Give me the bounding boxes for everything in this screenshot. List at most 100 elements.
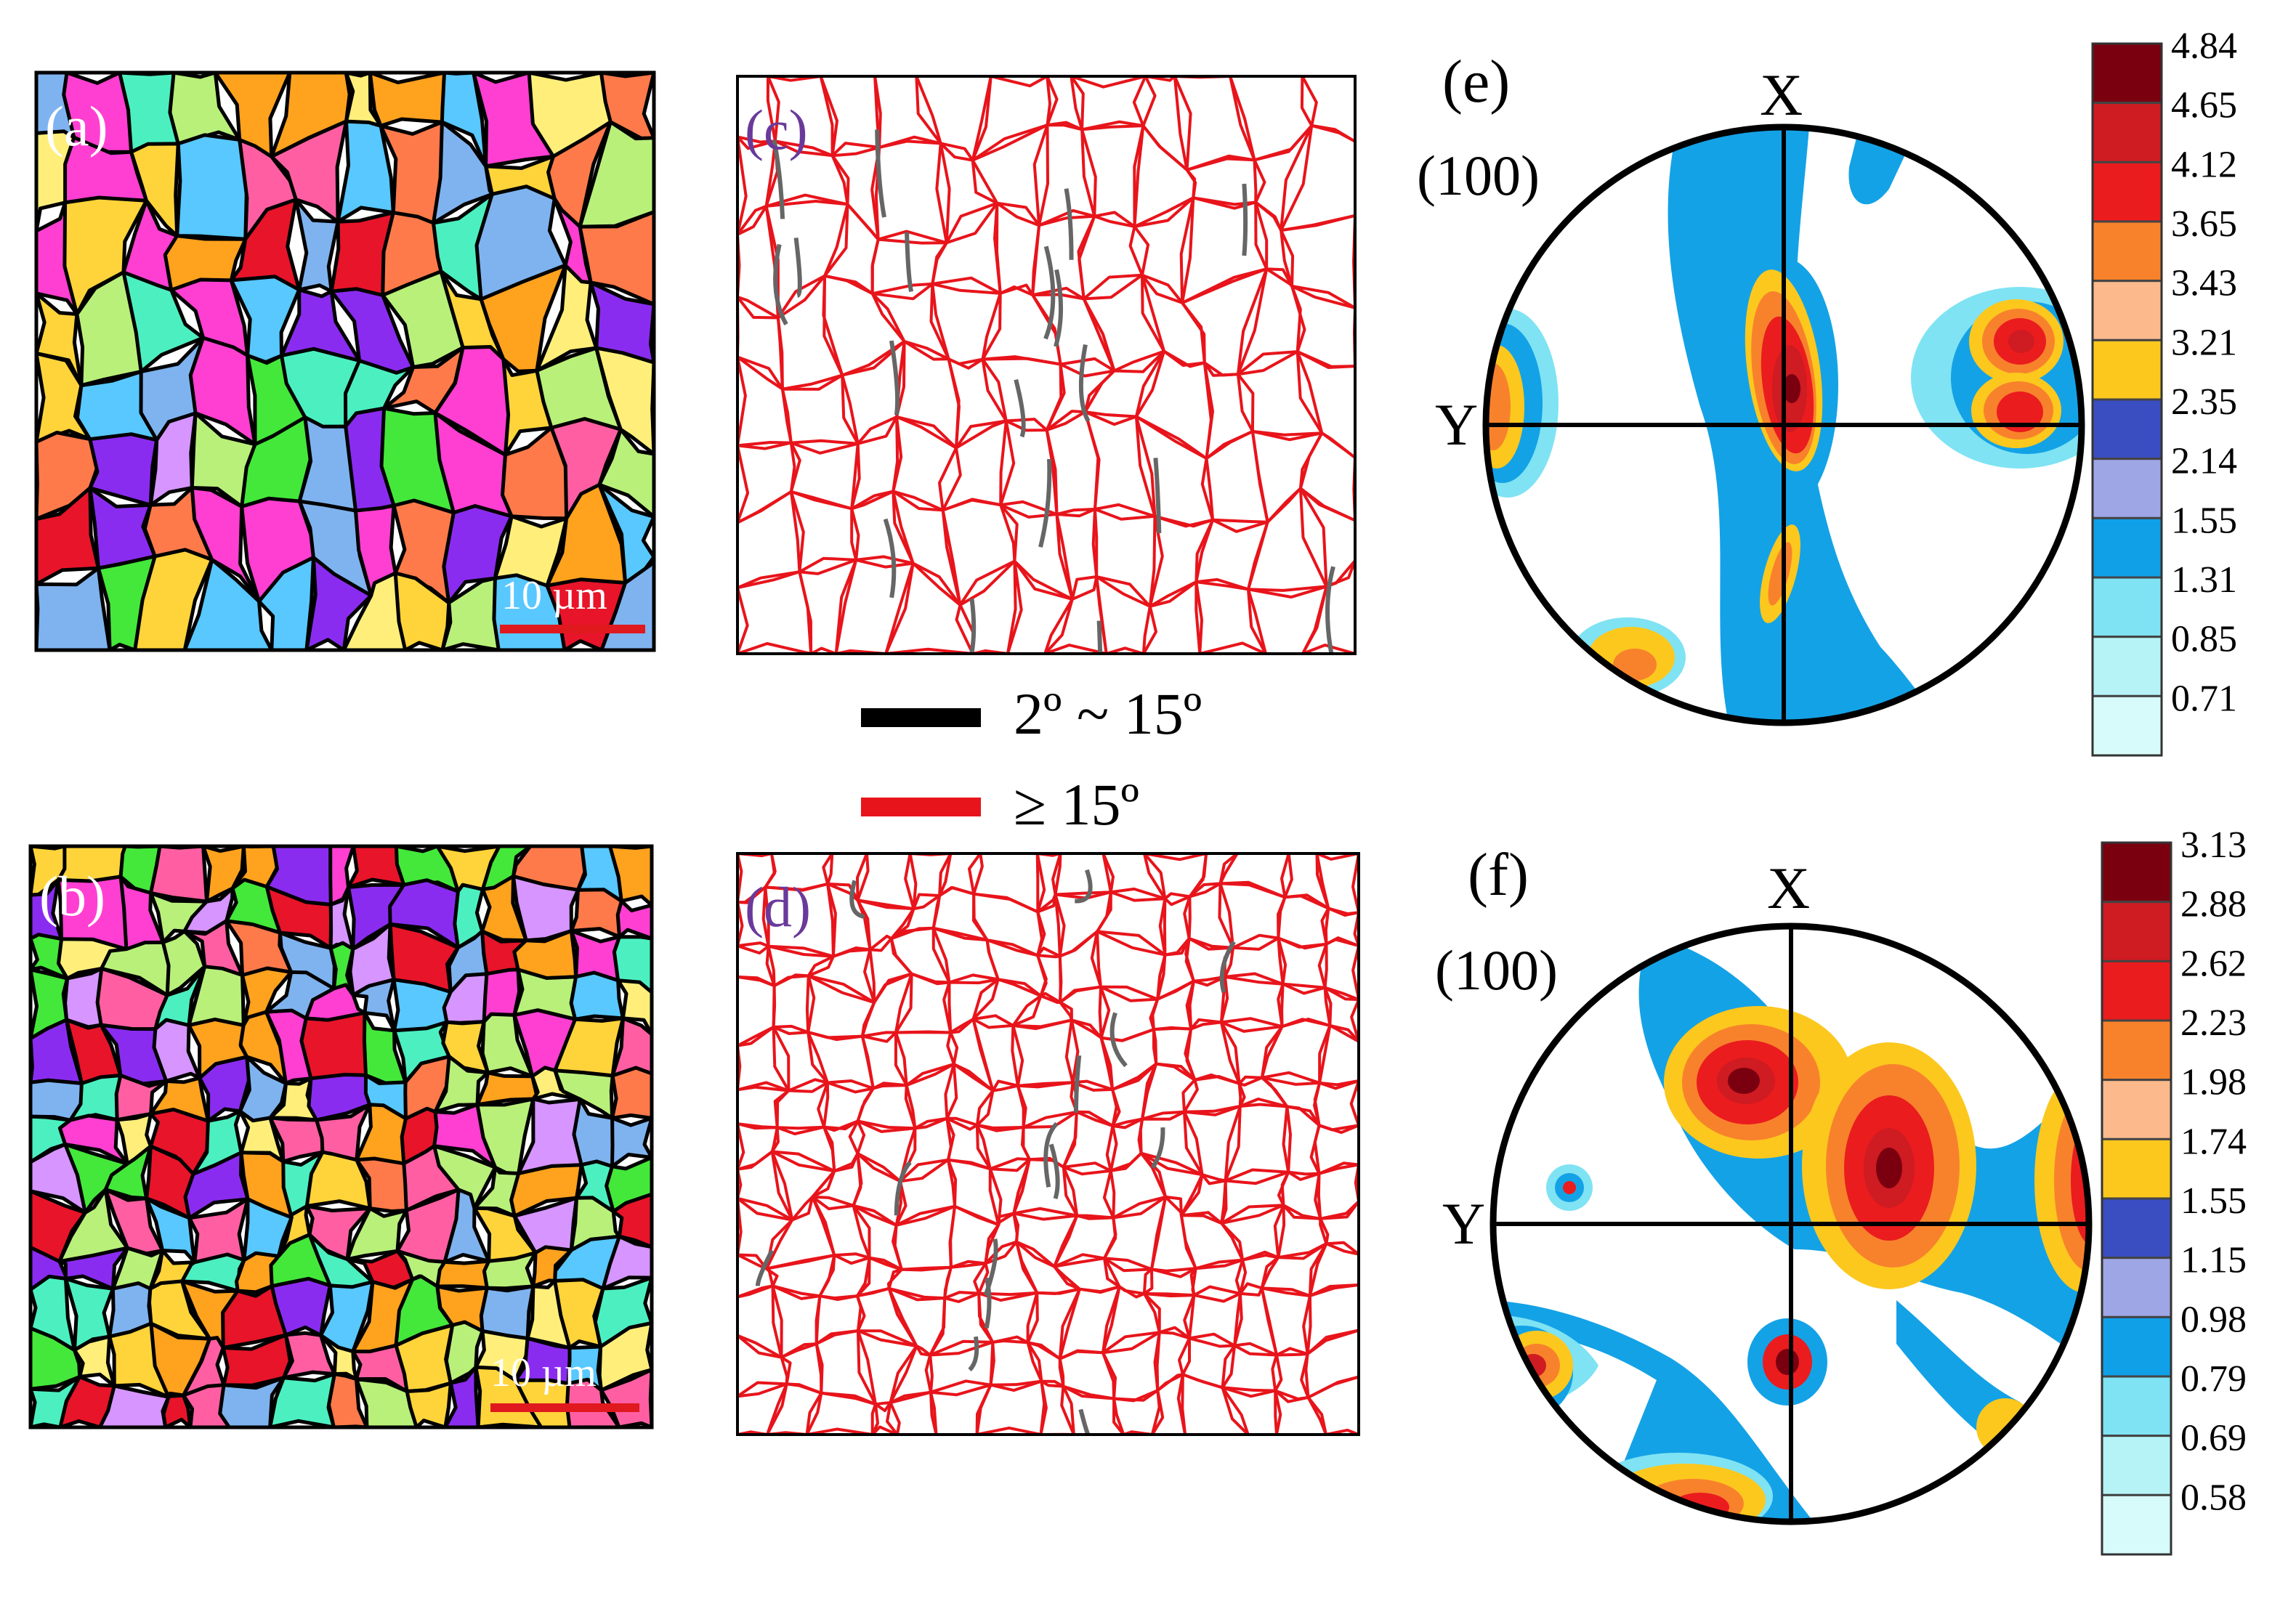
panel-d-boundary-map: (d): [736, 852, 1360, 1436]
panel-f-colorbar-tick-label: 2.88: [2180, 884, 2247, 925]
low-angle-boundary: [969, 598, 977, 654]
high-angle-boundary: [798, 556, 858, 654]
panel-e-colorbar-swatch: [2091, 102, 2163, 163]
panel-f-colorbar-swatch: [2101, 841, 2172, 904]
grain: [98, 1384, 171, 1427]
panel-f-colorbar-tick-label: 1.98: [2180, 1062, 2247, 1103]
grain: [182, 1383, 231, 1427]
low-angle-boundary: [755, 1249, 775, 1286]
grain: [597, 482, 654, 585]
high-angle-boundary: [1315, 853, 1359, 917]
high-angle-boundary: [1306, 1375, 1359, 1435]
panel-c-label: (c): [745, 98, 808, 161]
panel-f-colorbar-swatch: [2101, 960, 2172, 1022]
high-angle-boundary: [1300, 76, 1355, 143]
high-angle-boundary: [975, 1379, 1046, 1435]
grain: [599, 1368, 652, 1427]
low-angle-boundary: [793, 238, 802, 299]
high-angle-boundary: [1043, 575, 1108, 654]
low-angle-boundary: [1048, 1143, 1060, 1200]
high-angle-boundary: [886, 1390, 938, 1435]
low-angle-boundary: [1064, 188, 1074, 260]
grain: [257, 556, 315, 650]
high-angle-boundary: [884, 561, 975, 654]
panel-f-colorbar-tick-label: 0.69: [2180, 1418, 2247, 1459]
low-angle-boundary: [983, 1238, 998, 1297]
panel-f-colorbar-swatch: [2101, 901, 2172, 962]
high-angle-boundary: [1006, 559, 1074, 654]
panel-e-x-axis: X: [1760, 62, 1803, 128]
high-angle-boundary: [1095, 575, 1157, 654]
low-angle-boundary: [894, 1161, 912, 1216]
grain: [601, 1234, 652, 1291]
panel-e-colorbar-swatch: [2091, 576, 2163, 638]
panel-f-colorbar-tick-label: 1.15: [2180, 1240, 2247, 1281]
panel-f-colorbar-swatch: [2101, 1197, 2172, 1260]
panel-e-colorbar: 4.84 4.65 4.12 3.65 3.43 3.21 2.35 2.14 1.55 1.31…: [2091, 25, 2237, 757]
grain: [36, 566, 112, 650]
panel-f-y-axis: Y: [1442, 1191, 1485, 1257]
panel-f-colorbar-tick-label: 0.58: [2180, 1477, 2247, 1518]
panel-f-colorbar-tick-label: 3.13: [2180, 824, 2247, 866]
panel-e-colorbar-tick-label: 0.71: [2171, 678, 2237, 719]
low-angle-boundary: [1014, 378, 1026, 438]
panel-a-grain-map: (a) 10 µm: [34, 70, 656, 652]
grain: [611, 1192, 652, 1249]
grain: [474, 1365, 543, 1427]
grain: [443, 1365, 480, 1427]
high-angle-boundary: [1039, 1379, 1075, 1435]
high-angle-boundary: [1298, 487, 1355, 588]
panel-f-colorbar-tick-label: 0.98: [2180, 1299, 2247, 1340]
panel-f-colorbar-tick-label: 1.55: [2180, 1180, 2247, 1222]
panel-e-colorbar-swatch: [2091, 220, 2163, 283]
panel-e-colorbar-swatch: [2091, 636, 2163, 697]
grain: [578, 120, 654, 229]
high-angle-boundary: [737, 1382, 788, 1435]
panel-a-scale-bar: [500, 625, 645, 633]
boundary-legend: 2º ~ 15º ≥ 15º: [861, 681, 1202, 837]
high-angle-boundary: [1274, 1389, 1327, 1435]
panel-e-y-axis: Y: [1435, 392, 1478, 458]
low-angle-boundary: [1109, 1012, 1128, 1068]
high-angle-boundary: [805, 1391, 879, 1435]
panel-e-colorbar-swatch: [2091, 458, 2163, 519]
panel-f-colorbar-swatch: [2101, 1257, 2172, 1318]
panel-f-colorbar-swatch: [2101, 1019, 2172, 1082]
high-angle-boundary: [1313, 1079, 1359, 1132]
panel-e-colorbar-swatch: [2091, 338, 2163, 401]
grain: [440, 576, 501, 650]
low-angle-boundary: [1075, 869, 1093, 904]
grain: [161, 1393, 193, 1427]
panel-b-label: (b): [39, 864, 105, 928]
high-angle-boundary: [1221, 1386, 1282, 1435]
high-angle-boundary: [1150, 1373, 1187, 1435]
grain: [175, 133, 249, 241]
panel-b-grain-map: (b) 10 µm: [28, 844, 654, 1429]
high-angle-boundary: [737, 570, 813, 654]
panel-e-colorbar-tick-label: 4.65: [2171, 85, 2237, 126]
grain: [597, 427, 654, 519]
grain: [304, 556, 373, 650]
high-angle-boundary: [1290, 285, 1355, 369]
panel-c-boundary-map: (c): [736, 75, 1357, 655]
panel-f-colorbar-swatch: [2101, 1137, 2172, 1200]
grain: [341, 571, 411, 650]
panel-b-scale-label: 10 µm: [490, 1350, 597, 1395]
panel-e-colorbar-swatch: [2091, 280, 2163, 341]
high-angle-boundary: [1318, 1023, 1359, 1087]
high-angle-boundary: [1301, 559, 1355, 654]
panel-e-colorbar-swatch: [2091, 398, 2163, 461]
panel-f-label: (f): [1468, 841, 1529, 909]
panel-f-colorbar-swatch: [2101, 1493, 2172, 1556]
high-angle-boundary: [1195, 580, 1267, 654]
low-angle-boundary: [883, 518, 897, 599]
high-angle-boundary: [1323, 986, 1359, 1043]
high-angle-boundary: [1309, 1124, 1359, 1175]
panel-b-scale-bar: [490, 1403, 639, 1412]
high-angle-boundary: [1181, 1373, 1250, 1435]
high-angle-boundary: [1302, 1283, 1359, 1355]
low-angle-boundary: [773, 243, 788, 325]
grain: [616, 978, 652, 1037]
grain: [610, 1116, 652, 1169]
